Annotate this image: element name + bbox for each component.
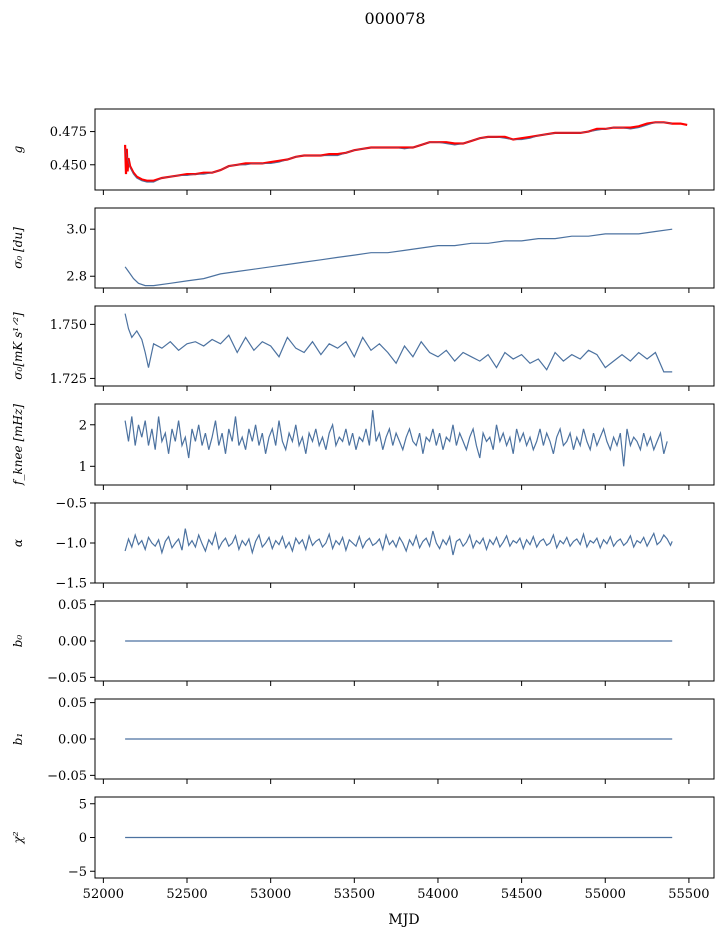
panels: 0.450 0.475 g 2.8 3.0 σ₀ [du] 1.725 1.750 σ₀[mK …: [11, 108, 715, 902]
y-tick-label: 0.00: [58, 635, 87, 650]
x-tick-label: 55000: [585, 887, 626, 902]
y-tick-label: 3.0: [66, 223, 87, 238]
y-tick-label: 1: [79, 460, 87, 475]
y-axis-label: α: [11, 539, 25, 547]
axes-frame: [94, 108, 715, 191]
y-tick-label: −5: [68, 865, 87, 880]
series-line: [124, 228, 673, 287]
x-tick-label: 54000: [417, 887, 458, 902]
x-tick-label: 54500: [501, 887, 542, 902]
y-tick-label: 1.725: [50, 372, 87, 387]
x-tick-label: 52000: [83, 887, 124, 902]
x-tick-label: 52500: [166, 887, 207, 902]
y-axis-label: b₀: [11, 635, 25, 648]
fit-line: [124, 121, 688, 182]
axes-frame: [94, 305, 715, 387]
panel-sigma0-du: 2.8 3.0 σ₀ [du]: [11, 207, 715, 293]
y-tick-label: 0.05: [58, 598, 87, 613]
panel-fknee: 1 2 f_knee [mHz]: [11, 403, 715, 490]
panel-sigma0-mk: 1.725 1.750 σ₀[mK s¹ᐟ²]: [11, 305, 715, 391]
x-tick-label: 53000: [250, 887, 291, 902]
y-tick-label: 0.00: [58, 733, 87, 748]
panel-b1: −0.05 0.00 0.05 b₁: [11, 696, 715, 784]
panel-chi2: −5 0 5 52000 52500 53000 53500 54000 54500 55000 5…: [11, 796, 715, 902]
panel-alpha: −1.5 −1.0 −0.5 α: [11, 497, 715, 592]
y-axis-label: f_knee [mHz]: [11, 404, 25, 486]
panel-b0: −0.05 0.00 0.05 b₀: [11, 598, 715, 686]
panel-g: 0.450 0.475 g: [11, 108, 715, 195]
y-axis-label: σ₀[mK s¹ᐟ²]: [11, 312, 25, 380]
x-tick-label: 55500: [668, 887, 709, 902]
y-axis-label: g: [11, 145, 25, 153]
y-tick-label: 2.8: [66, 270, 87, 285]
y-axis-label: χ²: [11, 831, 25, 844]
y-tick-label: 2: [79, 418, 87, 433]
series-line-overlay: [124, 122, 673, 183]
y-tick-label: 1.750: [50, 318, 87, 333]
y-tick-label: −0.5: [55, 497, 87, 512]
figure-title: 000078: [364, 9, 425, 28]
series-line: [124, 410, 668, 467]
series-line: [124, 313, 673, 373]
y-tick-label: 0.450: [50, 158, 87, 173]
y-tick-label: 0.475: [50, 125, 87, 140]
y-tick-label: 5: [79, 797, 87, 812]
y-tick-label: −1.0: [55, 537, 87, 552]
y-tick-label: −0.05: [47, 671, 87, 686]
axes-frame: [94, 403, 715, 486]
x-axis-label: MJD: [388, 912, 419, 928]
y-tick-label: 0.05: [58, 696, 87, 711]
y-tick-label: −1.5: [55, 577, 87, 592]
series-line: [124, 528, 673, 556]
x-tick-label: 53500: [334, 887, 375, 902]
axes-frame: [94, 207, 715, 289]
y-tick-label: 0: [79, 831, 87, 846]
y-axis-label: σ₀ [du]: [11, 227, 25, 269]
y-tick-label: −0.05: [47, 769, 87, 784]
y-axis-label: b₁: [11, 733, 25, 746]
